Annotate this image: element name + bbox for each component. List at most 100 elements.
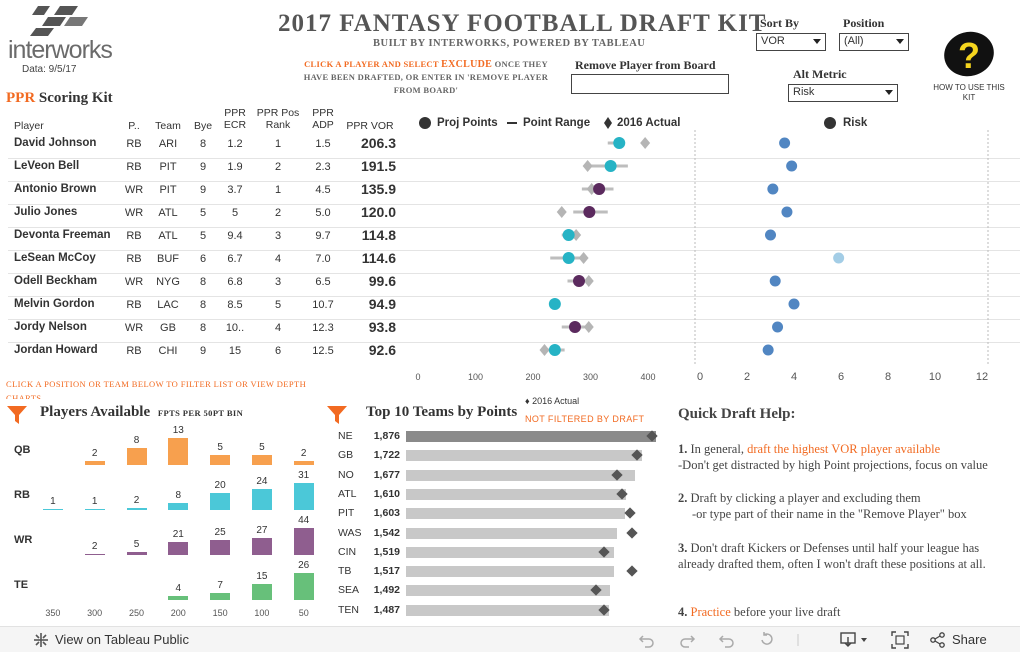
player-vor: 206.3 [360, 135, 396, 151]
players-bar[interactable] [126, 448, 147, 465]
refresh-icon[interactable] [758, 631, 776, 649]
players-bar[interactable] [210, 592, 231, 600]
team-bar[interactable] [406, 585, 611, 597]
player-name[interactable]: Julio Jones [14, 206, 78, 218]
risk-axis-tick: 2 [744, 371, 750, 383]
col-header-vor[interactable]: PPR VOR [346, 120, 394, 132]
players-bar[interactable] [210, 454, 231, 465]
col-header-ecr[interactable]: PPR ECR [223, 107, 247, 131]
players-bar[interactable] [293, 460, 314, 465]
proj-points-dot [593, 183, 606, 195]
col-header-posrank[interactable]: PPR Pos Rank [256, 107, 300, 131]
position-label-wr[interactable]: WR [14, 534, 33, 546]
team-bar[interactable] [406, 546, 614, 558]
top-teams-chart[interactable]: NE 1,876 GB 1,722 NO 1,677 ATL 1,610 PIT 1,603 WAS… [330, 426, 670, 621]
team-bar[interactable] [406, 450, 642, 462]
player-name[interactable]: Jordan Howard [14, 344, 98, 356]
players-bar[interactable] [251, 584, 272, 600]
col-header-player[interactable]: Player [14, 120, 44, 132]
col-header-team[interactable]: Team [155, 120, 181, 132]
position-label-qb[interactable]: QB [14, 444, 31, 456]
team-bar[interactable] [406, 604, 610, 616]
alt-metric-select[interactable]: Risk [788, 84, 898, 102]
proj-points-chart[interactable]: 0 100 200 300 400 0 2 4 6 8 10 12 [400, 130, 1000, 390]
players-bar[interactable] [210, 539, 231, 555]
revert-icon[interactable] [718, 631, 736, 649]
player-adp: 4.5 [315, 184, 331, 196]
players-bar[interactable] [251, 454, 272, 465]
player-name[interactable]: David Johnson [14, 137, 97, 149]
player-bye: 5 [199, 230, 207, 242]
team-label[interactable]: TEN [338, 603, 359, 616]
player-name[interactable]: LeSean McCoy [14, 252, 96, 264]
players-bar[interactable] [210, 492, 231, 510]
col-header-adp[interactable]: PPR ADP [312, 107, 334, 131]
team-points: 1,487 [373, 603, 400, 616]
team-label[interactable]: WAS [338, 526, 362, 539]
position-label-rb[interactable]: RB [14, 489, 30, 501]
players-available-chart[interactable]: QB 2 8 13 5 5 2 RB 1 1 2 8 20 24 31 WR 2 5 21 25 27 44 TE 4 7 15 2… [0, 425, 330, 623]
players-bar[interactable] [168, 542, 189, 555]
players-bar[interactable] [293, 573, 314, 600]
player-name[interactable]: Melvin Gordon [14, 298, 95, 310]
remove-player-input[interactable] [571, 74, 729, 94]
position-label-te[interactable]: TE [14, 579, 29, 591]
player-name[interactable]: Devonta Freeman [14, 229, 111, 241]
player-name[interactable]: Antonio Brown [14, 183, 97, 195]
redo-icon[interactable] [678, 631, 696, 649]
team-bar[interactable] [406, 508, 626, 520]
row-divider [8, 204, 1020, 205]
players-bar-value: 5 [259, 441, 265, 453]
team-bar[interactable] [406, 469, 636, 481]
players-bar[interactable] [42, 508, 63, 510]
proj-axis-tick: 0 [415, 372, 420, 382]
players-bar[interactable] [168, 438, 189, 465]
players-bar[interactable] [84, 553, 105, 555]
sort-by-select[interactable]: VOR [756, 33, 826, 51]
help-item-4-orange: Practice [690, 605, 731, 619]
team-label[interactable]: TB [338, 565, 352, 578]
team-bar[interactable] [406, 431, 656, 442]
help-item-1-pre: In general, [690, 442, 744, 456]
team-bar[interactable] [406, 488, 627, 500]
team-label[interactable]: GB [338, 449, 354, 462]
filter-icon[interactable] [326, 404, 348, 426]
proj-axis-tick: 200 [525, 372, 540, 382]
filter-icon[interactable] [6, 404, 28, 426]
team-label[interactable]: ATL [338, 487, 357, 500]
team-label[interactable]: PIT [338, 507, 355, 520]
player-name[interactable]: Jordy Nelson [14, 321, 87, 333]
interworks-logo[interactable]: interworks [8, 6, 113, 64]
help-item-2-line1: Draft by clicking a player and excluding… [690, 491, 921, 505]
players-bar[interactable] [251, 538, 272, 555]
team-label[interactable]: NO [338, 468, 354, 481]
help-button[interactable]: ? HOW TO USE THIS KIT [928, 30, 1010, 106]
position-select[interactable]: (All) [839, 33, 909, 51]
player-name[interactable]: Odell Beckham [14, 275, 98, 287]
players-bar[interactable] [84, 460, 105, 465]
players-bar[interactable] [84, 508, 105, 510]
col-header-pos[interactable]: P.. [128, 120, 140, 132]
undo-icon[interactable] [638, 631, 656, 649]
footer-toolbar: View on Tableau Public Share [0, 626, 1020, 652]
team-bar[interactable] [406, 527, 617, 539]
players-bar[interactable] [168, 595, 189, 600]
team-label[interactable]: SEA [338, 584, 360, 597]
player-name[interactable]: LeVeon Bell [14, 160, 80, 172]
players-bar[interactable] [168, 503, 189, 510]
players-bar[interactable] [251, 489, 272, 510]
players-bar[interactable] [293, 483, 314, 510]
col-header-bye[interactable]: Bye [193, 120, 213, 132]
pause-icon[interactable] [792, 631, 804, 649]
players-bar[interactable] [126, 551, 147, 555]
download-icon[interactable] [840, 631, 870, 649]
team-label[interactable]: CIN [338, 545, 357, 558]
players-bar[interactable] [126, 508, 147, 510]
share-button[interactable]: Share [930, 631, 990, 649]
players-axis-tick: 100 [254, 608, 270, 618]
player-vor: 191.5 [360, 158, 396, 174]
team-label[interactable]: NE [338, 430, 353, 442]
fullscreen-icon[interactable] [891, 631, 909, 649]
players-bar[interactable] [293, 528, 314, 555]
team-bar[interactable] [406, 566, 614, 578]
